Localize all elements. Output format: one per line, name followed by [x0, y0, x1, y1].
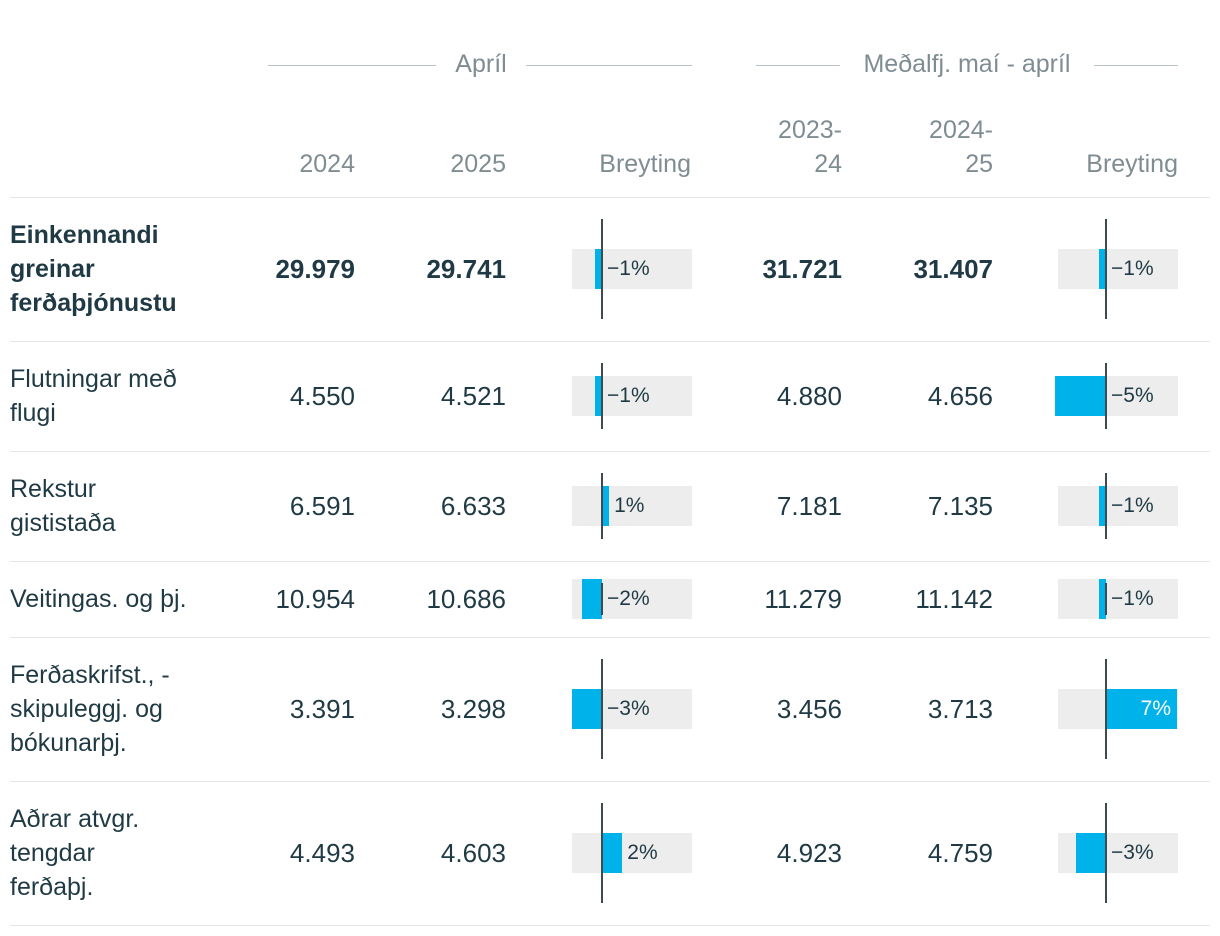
change-label-april: −1% — [607, 257, 650, 280]
col-header-2023-24-line1: 2023- — [778, 116, 842, 144]
col-header-2024: 2024 — [299, 150, 355, 178]
value-april-2025: 4.521 — [440, 381, 506, 411]
change-label-april: −3% — [607, 697, 650, 720]
change-bar-average — [1098, 249, 1106, 289]
row-separator — [10, 637, 1210, 638]
value-average-2023-24: 11.279 — [764, 584, 842, 614]
value-average-2023-24: 4.880 — [776, 381, 842, 411]
group1-title: Apríl — [436, 48, 526, 80]
change-label-april: −2% — [607, 587, 650, 610]
row-separator — [10, 925, 1210, 926]
value-average-2024-25: 7.135 — [927, 491, 993, 521]
change-bar-track-april — [572, 833, 692, 873]
row-separator — [10, 341, 1210, 342]
row-separator — [10, 561, 1210, 562]
value-april-2025: 29.741 — [426, 254, 506, 284]
row-separator — [10, 781, 1210, 782]
value-april-2025: 3.298 — [440, 694, 506, 724]
change-bar-average — [1075, 833, 1106, 873]
change-label-average: −1% — [1111, 494, 1154, 517]
zero-axis-average — [1105, 659, 1107, 759]
change-bar-april — [571, 689, 602, 729]
value-april-2025: 4.603 — [440, 838, 506, 868]
zero-axis-average — [1105, 803, 1107, 903]
change-label-april: 1% — [614, 494, 645, 517]
value-average-2023-24: 7.181 — [776, 491, 842, 521]
row-label: Ferðaskrifst., - skipuleggj. og bókunarþj. — [10, 661, 170, 757]
row-label: Einkennandi greinar ferðaþjónustu — [10, 221, 177, 317]
zero-axis-april — [601, 363, 603, 429]
change-bar-track-average — [1058, 579, 1178, 619]
value-april-2024: 4.550 — [289, 381, 355, 411]
value-average-2024-25: 11.142 — [915, 584, 993, 614]
value-average-2024-25: 3.713 — [927, 694, 993, 724]
value-april-2024: 4.493 — [289, 838, 355, 868]
row-separator — [10, 197, 1210, 198]
col-header-2023-24-line2: 24 — [814, 150, 842, 178]
row-label: Veitingas. og þj. — [10, 585, 187, 613]
change-bar-track-average — [1058, 486, 1178, 526]
value-april-2024: 3.391 — [289, 694, 355, 724]
change-label-average: −1% — [1111, 587, 1154, 610]
change-label-average: 7% — [1140, 697, 1171, 720]
value-april-2025: 10.686 — [426, 584, 506, 614]
change-bar-april — [602, 486, 610, 526]
value-average-2024-25: 4.759 — [927, 838, 993, 868]
change-bar-track-april — [572, 249, 692, 289]
zero-axis-average — [1105, 473, 1107, 539]
value-average-2024-25: 31.407 — [913, 254, 993, 284]
col-header-change-average: Breyting — [1086, 150, 1178, 178]
zero-axis-april — [601, 659, 603, 759]
change-bar-average — [1098, 579, 1106, 619]
change-bar-average — [1098, 486, 1106, 526]
zero-axis-average — [1105, 219, 1107, 319]
change-label-average: −5% — [1111, 384, 1154, 407]
change-bar-april — [602, 833, 623, 873]
change-bar-track-april — [572, 486, 692, 526]
value-average-2023-24: 4.923 — [776, 838, 842, 868]
change-bar-track-april — [572, 376, 692, 416]
col-header-2025: 2025 — [450, 150, 506, 178]
change-label-april: 2% — [627, 841, 658, 864]
zero-axis-april — [601, 473, 603, 539]
change-label-april: −1% — [607, 384, 650, 407]
change-bar-april — [594, 249, 602, 289]
change-bar-april — [581, 579, 602, 619]
change-label-average: −1% — [1111, 257, 1154, 280]
value-average-2024-25: 4.656 — [927, 381, 993, 411]
col-header-2024-25-line1: 2024- — [929, 116, 993, 144]
row-label: Rekstur gististaða — [10, 475, 116, 537]
value-average-2023-24: 3.456 — [776, 694, 842, 724]
value-april-2024: 29.979 — [275, 254, 355, 284]
col-header-2024-25-line2: 25 — [965, 150, 993, 178]
change-label-average: −3% — [1111, 841, 1154, 864]
change-bar-track-average — [1058, 249, 1178, 289]
zero-axis-april — [601, 219, 603, 319]
change-bar-average — [1055, 376, 1106, 416]
col-header-change-april: Breyting — [599, 150, 691, 178]
zero-axis-average — [1105, 583, 1107, 615]
row-label: Aðrar atvgr. tengdar ferðaþj. — [10, 805, 140, 901]
value-average-2023-24: 31.721 — [762, 254, 842, 284]
zero-axis-average — [1105, 363, 1107, 429]
zero-axis-april — [601, 583, 603, 615]
row-label: Flutningar með flugi — [10, 365, 177, 427]
value-april-2024: 10.954 — [275, 584, 355, 614]
group2-title: Meðalfj. maí - apríl — [840, 48, 1094, 80]
change-bar-april — [594, 376, 602, 416]
row-separator — [10, 451, 1210, 452]
change-bar-average — [1106, 689, 1177, 729]
value-april-2024: 6.591 — [289, 491, 355, 521]
zero-axis-april — [601, 803, 603, 903]
value-april-2025: 6.633 — [440, 491, 506, 521]
